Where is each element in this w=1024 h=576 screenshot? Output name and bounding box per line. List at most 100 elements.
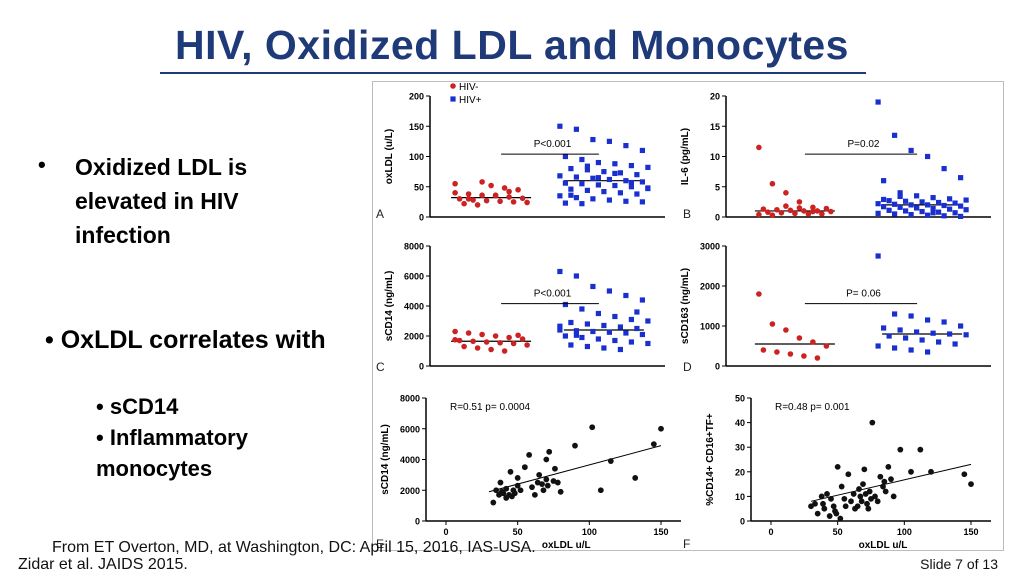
data-point-hiv-pos <box>936 339 942 345</box>
data-point-hiv-pos <box>606 329 612 335</box>
data-point-hiv-pos <box>628 339 634 345</box>
data-point-hiv-pos <box>639 331 645 338</box>
x-tick-label: 0 <box>768 527 773 537</box>
data-point-hiv-neg <box>810 208 816 215</box>
y-tick-label: 2000 <box>404 332 424 342</box>
data-point <box>837 515 844 522</box>
data-point-hiv-pos <box>875 99 881 105</box>
data-point-hiv-neg <box>519 336 526 342</box>
data-point <box>632 475 639 481</box>
data-point-hiv-pos <box>623 292 629 299</box>
data-point-hiv-pos <box>881 178 887 184</box>
y-tick-label: 0 <box>419 213 424 223</box>
data-point-hiv-pos <box>579 156 585 163</box>
data-point-hiv-pos <box>941 319 947 325</box>
data-point-hiv-pos <box>881 325 887 331</box>
data-point-hiv-pos <box>930 205 936 212</box>
data-point-hiv-pos <box>612 313 618 320</box>
data-point-hiv-pos <box>573 174 579 180</box>
bullet-oxldl-correlates: • OxLDL correlates with <box>45 322 345 358</box>
data-point-hiv-neg <box>515 332 521 339</box>
y-tick-label: 3000 <box>700 242 720 252</box>
data-point-hiv-pos <box>584 343 590 350</box>
panel-letter: D <box>683 360 692 374</box>
sub-bullet-dot: • <box>96 425 104 450</box>
bullet-dot: • <box>38 152 46 177</box>
legend-label: HIV+ <box>459 95 482 106</box>
data-point-hiv-pos <box>562 333 568 339</box>
regression-line <box>810 463 972 502</box>
data-point-hiv-pos <box>634 309 640 315</box>
data-point-hiv-neg <box>465 196 472 202</box>
data-point-hiv-pos <box>919 208 925 215</box>
data-point-hiv-pos <box>908 313 914 319</box>
p-value-annotation: P<0.001 <box>534 139 572 150</box>
data-point <box>874 498 881 505</box>
data-point <box>493 487 500 494</box>
data-point-hiv-pos <box>601 322 607 329</box>
data-point-hiv-pos <box>562 180 568 186</box>
data-point <box>838 483 845 490</box>
data-point-hiv-neg <box>461 200 467 207</box>
data-point-hiv-pos <box>568 342 574 348</box>
data-point-hiv-neg <box>801 353 807 359</box>
data-point-hiv-pos <box>645 340 651 347</box>
data-point <box>890 493 897 500</box>
data-point-hiv-pos <box>897 190 903 196</box>
data-point <box>842 503 849 510</box>
data-point-hiv-pos <box>963 197 969 203</box>
data-point-hiv-pos <box>634 191 640 197</box>
data-point-hiv-pos <box>958 323 964 329</box>
data-point <box>961 471 968 478</box>
x-tick-label: 0 <box>443 527 448 537</box>
correlation-annotation: R=0.48 p= 0.001 <box>775 402 850 413</box>
data-point-hiv-neg <box>787 207 794 214</box>
data-point-hiv-pos <box>628 184 634 190</box>
data-point-hiv-pos <box>958 203 964 209</box>
data-point-hiv-pos <box>925 202 931 208</box>
data-point-hiv-pos <box>634 325 640 332</box>
data-point-hiv-pos <box>562 301 568 308</box>
x-tick-label: 100 <box>897 527 912 537</box>
data-point-hiv-neg <box>452 190 458 196</box>
data-point <box>658 425 664 432</box>
data-point-hiv-pos <box>568 319 574 326</box>
data-point-hiv-pos <box>568 166 574 172</box>
data-point-hiv-neg <box>470 338 476 345</box>
data-point <box>841 495 848 502</box>
data-point-hiv-pos <box>557 173 563 179</box>
data-point <box>865 505 872 512</box>
data-point-hiv-pos <box>579 201 585 207</box>
data-point-hiv-pos <box>557 123 563 129</box>
data-point-hiv-pos <box>562 200 568 206</box>
data-point-hiv-neg <box>488 346 494 353</box>
data-point-hiv-pos <box>645 164 651 170</box>
data-point-hiv-pos <box>892 211 898 217</box>
data-point-hiv-neg <box>823 343 830 349</box>
data-point-hiv-pos <box>628 179 634 186</box>
data-point-hiv-pos <box>590 283 596 290</box>
y-axis-label: IL-6 (pg/mL) <box>680 128 691 185</box>
data-point-hiv-pos <box>930 330 936 336</box>
data-point-hiv-pos <box>645 318 651 324</box>
data-point-hiv-neg <box>506 334 512 341</box>
data-point-hiv-neg <box>456 337 463 344</box>
x-axis-label: oxLDL u/L <box>542 540 591 550</box>
data-point-hiv-neg <box>769 321 776 327</box>
data-point-hiv-pos <box>584 321 590 327</box>
data-point <box>514 482 521 489</box>
data-point-hiv-neg <box>479 192 485 199</box>
y-tick-label: 10 <box>735 492 745 502</box>
data-point-hiv-pos <box>892 345 898 351</box>
x-axis-label: oxLDL u/L <box>859 540 908 550</box>
y-tick-label: 30 <box>735 443 745 453</box>
data-point <box>968 481 974 487</box>
data-point-hiv-neg <box>814 355 821 361</box>
data-point <box>872 493 878 500</box>
data-point-hiv-pos <box>947 206 953 212</box>
data-point-hiv-pos <box>892 311 898 317</box>
data-point <box>554 479 561 486</box>
data-point-hiv-pos <box>623 330 629 336</box>
data-point <box>845 471 852 478</box>
data-point-hiv-pos <box>601 345 607 351</box>
